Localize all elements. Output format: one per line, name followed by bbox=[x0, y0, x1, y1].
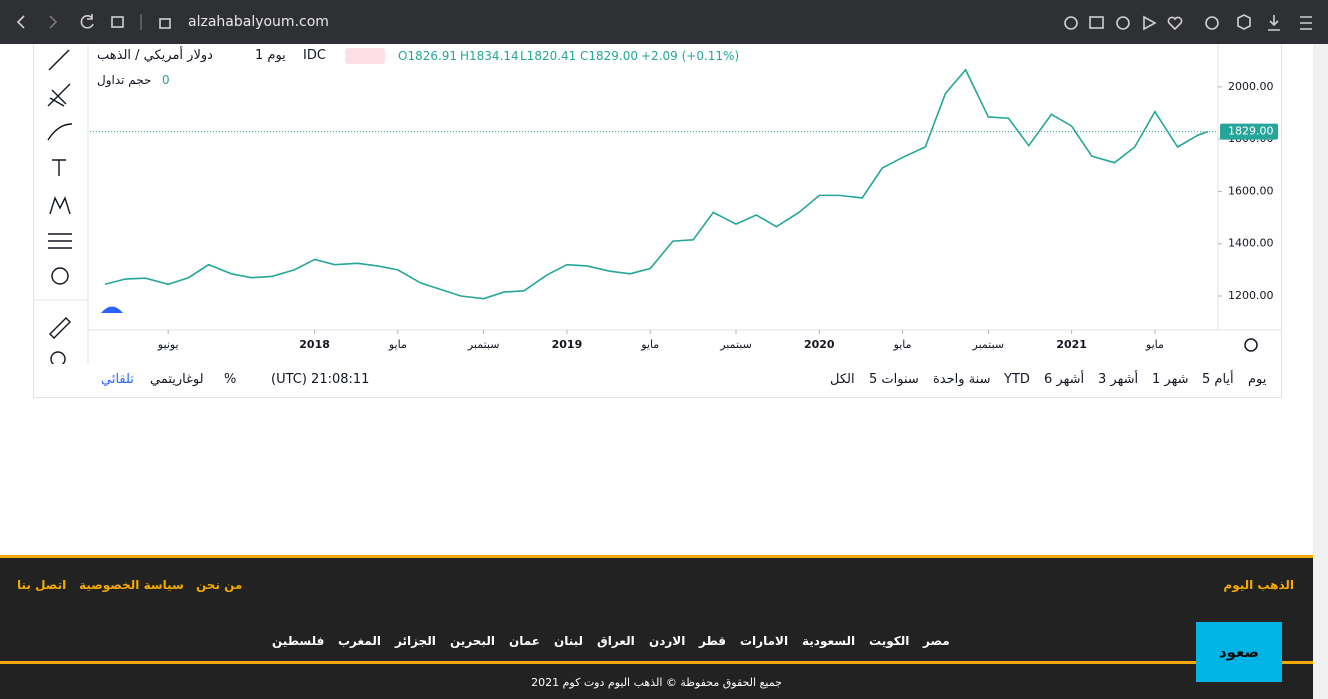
country-link[interactable]: المغرب bbox=[338, 634, 381, 648]
volume-value: 0 bbox=[162, 73, 170, 87]
browser-toolbar: alzahabalyoum.com bbox=[0, 0, 1328, 44]
volume-label: حجم تداول bbox=[97, 73, 152, 87]
last-price-label: 1829.00 bbox=[1228, 125, 1274, 138]
y-tick-label: 1600.00 bbox=[1228, 184, 1274, 197]
footer bbox=[0, 555, 1313, 699]
scrollbar[interactable] bbox=[1313, 44, 1328, 699]
x-tick-label: سبتمبر bbox=[467, 338, 500, 351]
chart-widget bbox=[33, 44, 1282, 398]
copyright: جميع الحقوق محفوظة © الذهب اليوم دوت كوم… bbox=[531, 676, 782, 689]
y-tick-label: 2000.00 bbox=[1228, 80, 1274, 93]
download-icon[interactable] bbox=[1268, 15, 1280, 31]
country-link[interactable]: الكويت bbox=[869, 634, 910, 648]
scroll-top-button[interactable]: صعود bbox=[1196, 622, 1282, 682]
x-tick-label: مايو bbox=[893, 338, 912, 351]
x-tick-label: 2019 bbox=[552, 338, 583, 351]
footer-brand[interactable]: الذهب اليوم bbox=[1223, 578, 1294, 592]
x-tick-label: 2018 bbox=[299, 338, 330, 351]
footer-link[interactable]: اتصل بنا bbox=[17, 578, 67, 592]
range-button[interactable]: يوم bbox=[1248, 372, 1267, 387]
settings-icon[interactable] bbox=[1244, 338, 1258, 352]
country-link[interactable]: البحرين bbox=[450, 634, 495, 648]
heart-icon[interactable] bbox=[1167, 16, 1183, 31]
x-tick-label: سبتمبر bbox=[719, 338, 752, 351]
change: +2.09 (+0.11%) bbox=[641, 49, 740, 63]
profile-icon[interactable] bbox=[1205, 16, 1219, 30]
lock-icon bbox=[159, 18, 171, 29]
x-tick-label: 2020 bbox=[804, 338, 835, 351]
country-link[interactable]: العراق bbox=[597, 634, 635, 648]
symbol: دولار أمريكي / الذهب bbox=[97, 48, 213, 63]
forward-icon[interactable] bbox=[49, 15, 58, 29]
country-link[interactable]: الامارات bbox=[740, 634, 789, 648]
url[interactable]: alzahabalyoum.com bbox=[188, 14, 329, 30]
x-tick-label: 2021 bbox=[1056, 338, 1087, 351]
x-tick-label: مايو bbox=[640, 338, 659, 351]
tabs-icon[interactable] bbox=[111, 16, 124, 28]
chart: 1200.001400.001600.001800.002000.00يونيو… bbox=[33, 44, 1282, 364]
clock: (UTC) 21:08:11 bbox=[271, 372, 370, 387]
open: O1826.91 bbox=[398, 49, 458, 63]
source: IDC bbox=[303, 48, 326, 63]
fib-tool[interactable] bbox=[47, 83, 71, 107]
low: L1820.41 bbox=[520, 49, 577, 63]
y-tick-label: 1200.00 bbox=[1228, 289, 1274, 302]
auto-toggle[interactable]: تلقائي bbox=[101, 372, 134, 387]
logo bbox=[101, 306, 123, 313]
footer-link[interactable]: من نحن bbox=[196, 578, 243, 592]
trend-line-tool[interactable] bbox=[48, 49, 70, 71]
x-tick-label: سبتمبر bbox=[972, 338, 1005, 351]
status-badge[interactable] bbox=[345, 48, 385, 64]
x-tick-label: يونيو bbox=[157, 338, 179, 351]
zoom-tool[interactable] bbox=[50, 351, 66, 364]
menu-icon[interactable] bbox=[1300, 16, 1312, 30]
range-button[interactable]: الكل bbox=[830, 372, 855, 387]
country-link[interactable]: السعودية bbox=[802, 634, 856, 648]
x-tick-label: مايو bbox=[1145, 338, 1164, 351]
prediction-tool[interactable] bbox=[48, 233, 72, 249]
tool-icon[interactable] bbox=[1064, 16, 1078, 30]
close: C1829.00 bbox=[580, 49, 639, 63]
reload-icon[interactable] bbox=[80, 14, 94, 29]
range-button[interactable]: 5 أيام bbox=[1202, 372, 1234, 387]
y-tick-label: 1400.00 bbox=[1228, 237, 1274, 250]
text-tool[interactable] bbox=[52, 159, 66, 176]
brush-tool[interactable] bbox=[47, 123, 73, 141]
emoji-tool[interactable] bbox=[51, 267, 69, 285]
range-button[interactable]: 3 أشهر bbox=[1098, 372, 1139, 387]
footer-link[interactable]: سياسة الخصوصية bbox=[79, 578, 184, 592]
country-link[interactable]: فلسطين bbox=[272, 634, 325, 648]
range-button[interactable]: سنة واحدة bbox=[933, 372, 991, 387]
country-link[interactable]: لبنان bbox=[554, 634, 584, 648]
pattern-tool[interactable] bbox=[49, 196, 71, 215]
footer-line bbox=[0, 661, 1313, 664]
range-button[interactable]: 5 سنوات bbox=[869, 372, 919, 387]
country-link[interactable]: الاردن bbox=[649, 634, 686, 648]
back-icon[interactable] bbox=[16, 15, 25, 29]
percent-toggle[interactable]: % bbox=[224, 372, 237, 387]
range-button[interactable]: 1 شهر bbox=[1152, 372, 1189, 387]
log-toggle[interactable]: لوغاريتمي bbox=[150, 372, 204, 387]
price-line bbox=[104, 68, 1209, 300]
box-icon[interactable] bbox=[1237, 14, 1251, 30]
send-icon[interactable] bbox=[1143, 15, 1157, 31]
x-tick-label: مايو bbox=[388, 338, 407, 351]
button-label: صعود bbox=[1218, 643, 1260, 661]
camera-icon[interactable] bbox=[1089, 16, 1104, 29]
range-button[interactable]: 6 أشهر bbox=[1044, 372, 1085, 387]
browser-icons bbox=[16, 14, 1312, 31]
high: H1834.14 bbox=[460, 49, 519, 63]
last-price-box bbox=[1220, 123, 1278, 140]
country-link[interactable]: قطر bbox=[699, 634, 727, 648]
country-link[interactable]: مصر bbox=[923, 634, 950, 648]
interval: يوم 1 bbox=[255, 48, 286, 63]
close-icon[interactable] bbox=[1116, 16, 1130, 30]
country-link[interactable]: عمان bbox=[509, 634, 540, 648]
ruler-tool[interactable] bbox=[49, 317, 71, 339]
country-link[interactable]: الجزائر bbox=[395, 634, 436, 648]
range-button[interactable]: YTD bbox=[1004, 372, 1030, 387]
